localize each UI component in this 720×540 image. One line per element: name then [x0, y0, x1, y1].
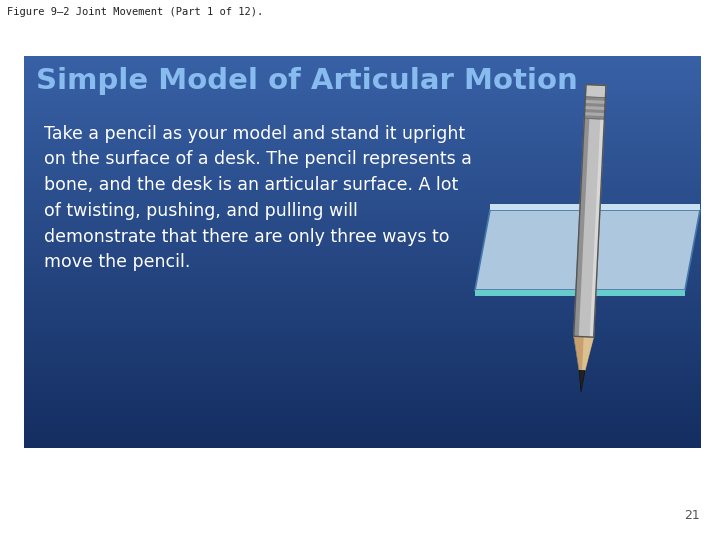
Polygon shape — [582, 337, 594, 370]
Text: Figure 9–2 Joint Movement (Part 1 of 12).: Figure 9–2 Joint Movement (Part 1 of 12)… — [7, 7, 264, 17]
Text: Simple Model of Articular Motion: Simple Model of Articular Motion — [36, 67, 577, 94]
Text: 21: 21 — [684, 509, 700, 522]
Polygon shape — [585, 85, 606, 98]
Polygon shape — [490, 204, 700, 210]
Polygon shape — [585, 97, 606, 119]
Polygon shape — [574, 118, 604, 337]
Polygon shape — [574, 336, 594, 370]
Polygon shape — [590, 119, 604, 337]
Text: Take a pencil as your model and stand it upright
on the surface of a desk. The p: Take a pencil as your model and stand it… — [44, 125, 472, 271]
Polygon shape — [574, 118, 590, 336]
Polygon shape — [585, 100, 606, 104]
Polygon shape — [585, 106, 605, 110]
Polygon shape — [585, 112, 605, 116]
Polygon shape — [579, 370, 585, 392]
Polygon shape — [475, 290, 685, 296]
Polygon shape — [475, 210, 700, 290]
